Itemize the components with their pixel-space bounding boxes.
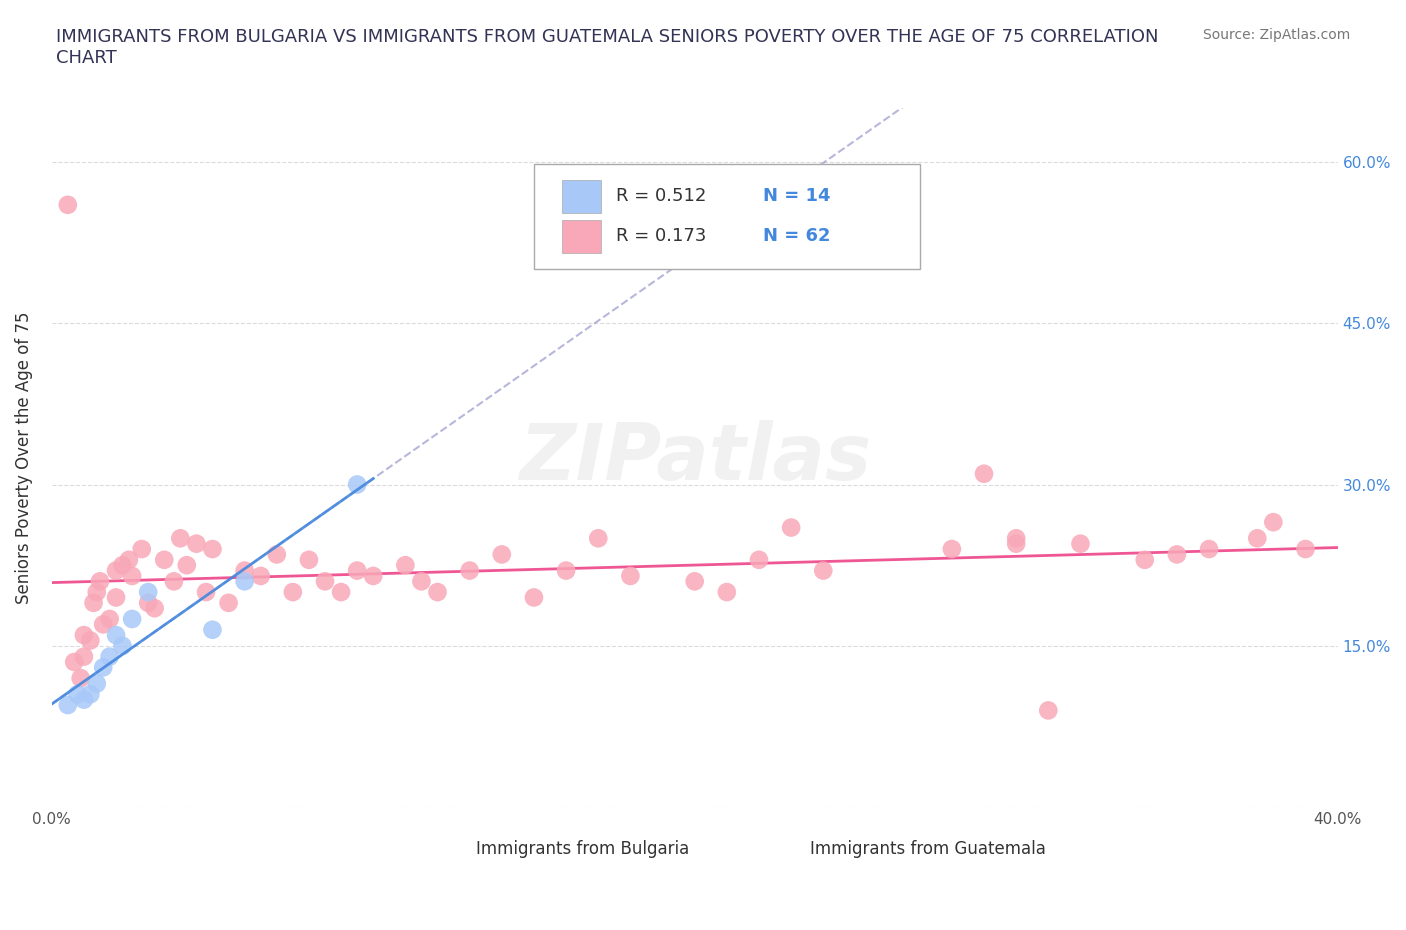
Point — [218, 595, 240, 610]
Point — [136, 595, 159, 610]
Point — [458, 564, 481, 578]
Point — [201, 622, 224, 637]
Point — [91, 660, 114, 675]
Text: R = 0.173: R = 0.173 — [616, 227, 707, 246]
Point — [105, 628, 128, 643]
Point — [1069, 537, 1091, 551]
Point — [249, 568, 271, 583]
Point — [121, 612, 143, 627]
Point — [131, 541, 153, 556]
Point — [1198, 541, 1220, 556]
Point — [56, 698, 79, 712]
Point — [426, 585, 449, 600]
Text: Source: ZipAtlas.com: Source: ZipAtlas.com — [1202, 28, 1350, 42]
Point — [163, 574, 186, 589]
Point — [233, 564, 256, 578]
Point — [79, 633, 101, 648]
Point — [1263, 514, 1285, 529]
Point — [73, 628, 96, 643]
Point — [169, 531, 191, 546]
Point — [89, 574, 111, 589]
Point — [56, 197, 79, 212]
Point — [523, 590, 546, 604]
Point — [105, 590, 128, 604]
Point — [118, 552, 141, 567]
Point — [1005, 537, 1028, 551]
Point — [586, 531, 609, 546]
Point — [361, 568, 384, 583]
Point — [63, 655, 86, 670]
Point — [136, 585, 159, 600]
Point — [111, 558, 134, 573]
Point — [716, 585, 738, 600]
Point — [73, 649, 96, 664]
Point — [201, 541, 224, 556]
Point — [153, 552, 176, 567]
Point — [98, 612, 121, 627]
Point — [233, 574, 256, 589]
Point — [86, 585, 108, 600]
Point — [973, 466, 995, 481]
Point — [813, 564, 835, 578]
Text: Immigrants from Bulgaria: Immigrants from Bulgaria — [477, 840, 689, 858]
Point — [1295, 541, 1317, 556]
Text: R = 0.512: R = 0.512 — [616, 187, 707, 206]
Y-axis label: Seniors Poverty Over the Age of 75: Seniors Poverty Over the Age of 75 — [15, 312, 32, 604]
Point — [1166, 547, 1188, 562]
FancyBboxPatch shape — [562, 219, 600, 253]
Point — [195, 585, 218, 600]
Point — [105, 564, 128, 578]
Point — [281, 585, 304, 600]
Point — [491, 547, 513, 562]
Point — [69, 671, 91, 685]
Text: N = 62: N = 62 — [763, 227, 831, 246]
Point — [73, 692, 96, 707]
Point — [98, 649, 121, 664]
Point — [121, 568, 143, 583]
Point — [346, 564, 368, 578]
Point — [314, 574, 336, 589]
Point — [186, 537, 208, 551]
FancyBboxPatch shape — [765, 840, 797, 862]
Text: ZIPatlas: ZIPatlas — [519, 419, 870, 496]
FancyBboxPatch shape — [562, 179, 600, 213]
Point — [411, 574, 433, 589]
Point — [1246, 531, 1268, 546]
Point — [780, 520, 803, 535]
FancyBboxPatch shape — [534, 164, 920, 269]
Point — [176, 558, 198, 573]
Text: N = 14: N = 14 — [763, 187, 831, 206]
Point — [748, 552, 770, 567]
Point — [1038, 703, 1060, 718]
Point — [143, 601, 166, 616]
Point — [1005, 531, 1028, 546]
Point — [941, 541, 963, 556]
Point — [619, 568, 641, 583]
Point — [79, 687, 101, 702]
Point — [394, 558, 416, 573]
Point — [330, 585, 353, 600]
Point — [83, 595, 105, 610]
Text: Immigrants from Guatemala: Immigrants from Guatemala — [810, 840, 1046, 858]
Point — [555, 564, 578, 578]
Point — [1133, 552, 1156, 567]
Point — [86, 676, 108, 691]
Point — [346, 477, 368, 492]
Point — [91, 617, 114, 631]
Text: IMMIGRANTS FROM BULGARIA VS IMMIGRANTS FROM GUATEMALA SENIORS POVERTY OVER THE A: IMMIGRANTS FROM BULGARIA VS IMMIGRANTS F… — [56, 28, 1159, 67]
Point — [66, 687, 89, 702]
FancyBboxPatch shape — [432, 840, 463, 862]
Point — [298, 552, 321, 567]
Point — [683, 574, 706, 589]
Point — [266, 547, 288, 562]
Point — [111, 638, 134, 653]
